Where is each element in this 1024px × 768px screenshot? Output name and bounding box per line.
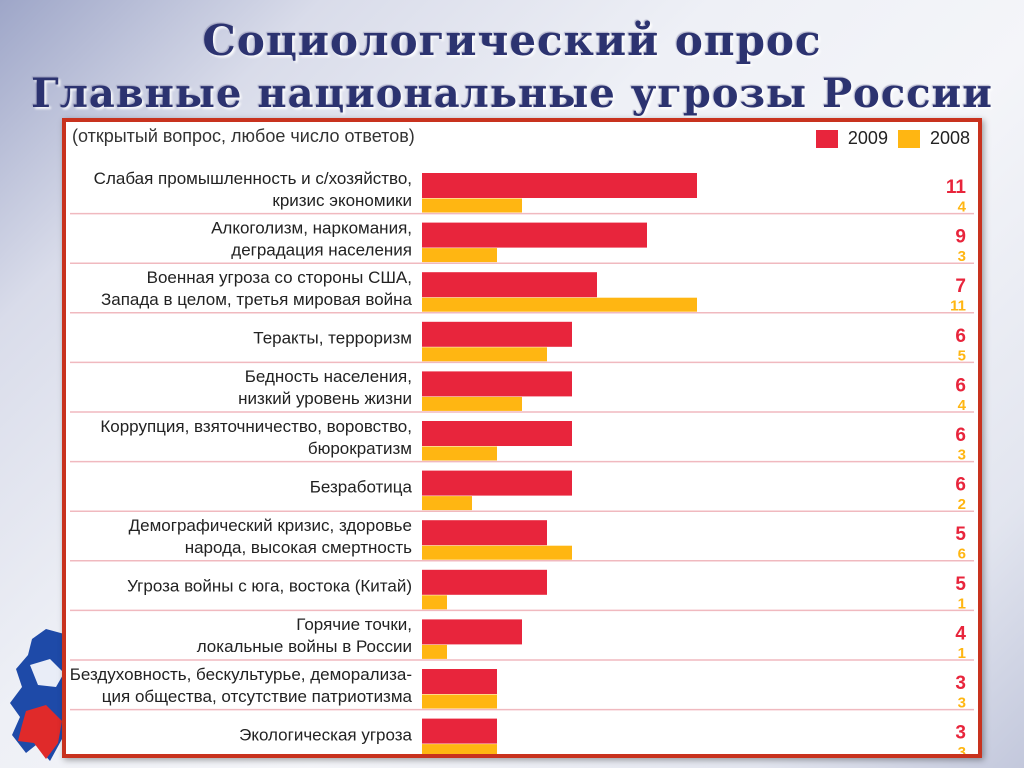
category-label: народа, высокая смертность [185, 538, 412, 557]
category-label: Бедность населения, [245, 367, 412, 386]
category-label: Экологическая угроза [239, 725, 412, 744]
category-label: Запада в целом, третья мировая война [101, 290, 413, 309]
legend-swatch-2008 [897, 129, 920, 148]
bar-2008 [422, 694, 497, 709]
chart-frame: Слабая промышленность и с/хозяйство, криз… [62, 118, 982, 758]
value-label-2008: 4 [958, 397, 967, 414]
page-title: Социологический опрос [202, 16, 822, 65]
value-label-2009: 9 [955, 227, 966, 248]
category-label: низкий уровень жизни [238, 389, 412, 408]
category-label: Коррупция, взяточничество, воровство, [100, 417, 412, 436]
bar-chart: Слабая промышленность и с/хозяйство, криз… [70, 169, 974, 754]
value-label-2009: 6 [955, 326, 966, 347]
value-label-2008: 1 [958, 645, 966, 662]
category-label: Военная угроза со стороны США, [147, 268, 412, 287]
bar-2008 [422, 644, 447, 659]
value-label-2008: 3 [958, 744, 966, 754]
bar-2009 [422, 619, 522, 645]
category-label: Угроза войны с юга, востока (Китай) [127, 577, 412, 596]
value-label-2009: 4 [955, 623, 966, 644]
bar-2009 [422, 371, 572, 397]
category-label: кризис экономики [272, 191, 412, 210]
bar-2008 [422, 545, 572, 560]
bar-2008 [422, 595, 447, 610]
value-label-2008: 3 [958, 695, 966, 712]
value-label-2008: 11 [950, 298, 966, 315]
legend-item-2009: 2009 [815, 128, 888, 149]
category-label: Безработица [310, 477, 413, 496]
legend-label-2009: 2009 [847, 128, 888, 148]
value-label-2008: 4 [958, 199, 967, 216]
category-label: бюрократизм [308, 439, 412, 458]
bar-2009 [422, 321, 572, 347]
legend-item-2008: 2008 [897, 128, 970, 149]
value-label-2009: 6 [955, 425, 966, 446]
bar-2009 [422, 520, 547, 546]
value-label-2008: 2 [958, 496, 966, 513]
value-label-2009: 7 [955, 276, 966, 297]
category-label: Слабая промышленность и с/хозяйство, [94, 169, 412, 188]
bar-2008 [422, 297, 697, 312]
page-subtitle: Главные национальные угрозы России [31, 70, 993, 117]
value-label-2009: 6 [955, 475, 966, 496]
value-label-2009: 3 [955, 723, 966, 744]
value-label-2008: 1 [958, 595, 966, 612]
bar-2008 [422, 744, 497, 754]
bar-2009 [422, 569, 547, 595]
value-label-2008: 6 [958, 546, 966, 563]
legend-swatch-2009 [815, 129, 838, 148]
value-label-2009: 6 [955, 375, 966, 396]
legend-label-2008: 2008 [929, 128, 970, 148]
bar-2008 [422, 496, 472, 511]
chart-legend: 2009 2008 [815, 128, 970, 149]
category-label: ция общества, отсутствие патриотизма [102, 687, 413, 706]
category-label: Демографический кризис, здоровье [129, 516, 412, 535]
bar-2008 [422, 396, 522, 411]
chart-note: (открытый вопрос, любое число ответов) [72, 126, 415, 146]
value-label-2008: 3 [958, 248, 966, 265]
bar-2009 [422, 718, 497, 744]
bar-2009 [422, 272, 597, 298]
bar-2009 [422, 421, 572, 446]
bar-2008 [422, 347, 547, 362]
bar-2009 [422, 173, 697, 198]
category-label: Горячие точки, [296, 615, 412, 634]
bar-2008 [422, 198, 522, 213]
category-label: Алкоголизм, наркомания, [211, 218, 412, 237]
bar-2009 [422, 669, 497, 694]
category-label: Бездуховность, бескультурье, деморализа- [70, 665, 412, 684]
category-label: Теракты, терроризм [253, 329, 412, 348]
value-label-2008: 3 [958, 447, 966, 464]
category-label: деградация населения [231, 240, 412, 259]
category-label: локальные войны в России [197, 637, 412, 656]
bar-2009 [422, 470, 572, 496]
bar-2008 [422, 446, 497, 461]
value-label-2009: 3 [955, 673, 966, 694]
value-label-2008: 5 [958, 347, 966, 364]
bar-2009 [422, 222, 647, 248]
bar-2008 [422, 248, 497, 263]
value-label-2009: 5 [955, 524, 966, 545]
value-label-2009: 11 [946, 177, 967, 198]
value-label-2009: 5 [955, 574, 966, 595]
